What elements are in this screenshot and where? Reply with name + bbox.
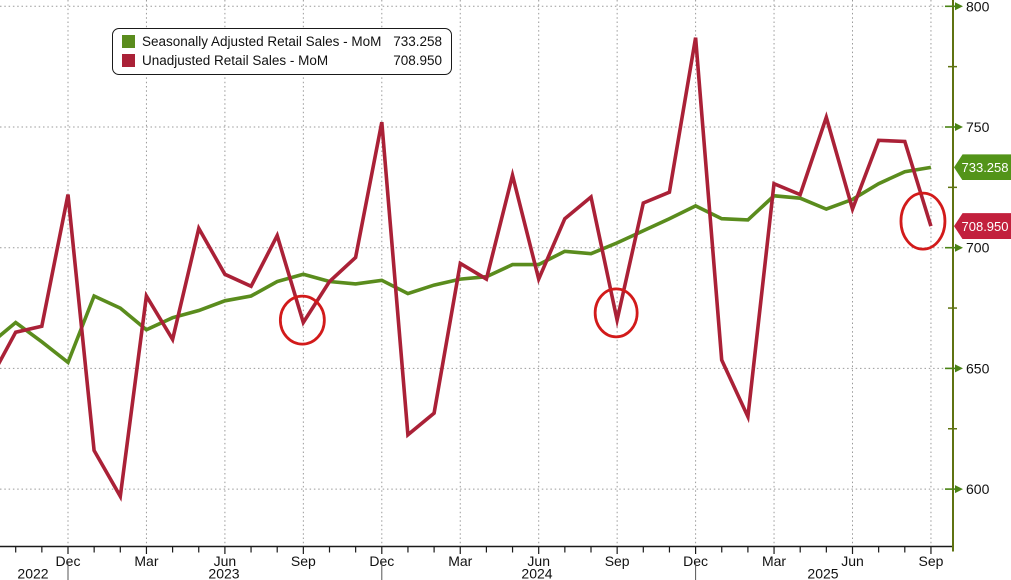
y-tick-arrowhead xyxy=(955,364,963,373)
legend-label: Unadjusted Retail Sales - MoM xyxy=(142,53,329,68)
last-value-tag-unadjusted: 708.950 xyxy=(954,213,1011,240)
annotation-circle xyxy=(899,191,947,251)
x-axis-label: Mar xyxy=(134,553,158,569)
x-axis-year-label: 2022 xyxy=(17,566,48,580)
y-tick-arrowhead xyxy=(955,243,963,252)
x-axis-label: Mar xyxy=(448,553,472,569)
x-axis-year-label: 2024 xyxy=(521,566,552,580)
legend-label: Seasonally Adjusted Retail Sales - MoM xyxy=(142,34,382,49)
x-axis-label: Mar xyxy=(762,553,786,569)
legend: Seasonally Adjusted Retail Sales - MoM 7… xyxy=(112,28,452,75)
y-axis-label: 700 xyxy=(966,240,990,256)
x-axis-label: Sep xyxy=(918,553,943,569)
x-axis-label: Dec xyxy=(56,553,81,569)
x-axis-label: Jun xyxy=(527,553,550,569)
series-line-unadjusted xyxy=(0,37,933,502)
legend-entry-seasonally-adjusted: Seasonally Adjusted Retail Sales - MoM 7… xyxy=(122,32,442,51)
legend-entry-unadjusted: Unadjusted Retail Sales - MoM 708.950 xyxy=(122,51,442,70)
last-value-tag-seasonally-adjusted: 733.258 xyxy=(954,154,1011,181)
y-axis-label: 600 xyxy=(966,481,990,497)
legend-swatch-red xyxy=(122,54,135,67)
x-axis-label: Dec xyxy=(683,553,708,569)
y-tick-arrowhead xyxy=(955,2,963,11)
x-axis-label: Jun xyxy=(214,553,237,569)
x-axis-label: Dec xyxy=(369,553,394,569)
y-axis-label: 800 xyxy=(966,0,990,14)
y-tick-arrowhead xyxy=(955,485,963,494)
y-tick-arrowhead xyxy=(955,123,963,131)
annotation-circle xyxy=(278,294,326,346)
x-axis-label: Sep xyxy=(291,553,316,569)
x-axis-label: Jun xyxy=(841,553,864,569)
x-axis-label: Sep xyxy=(605,553,630,569)
annotation-circle xyxy=(593,287,639,339)
y-axis-label: 750 xyxy=(966,119,990,135)
legend-value: 708.950 xyxy=(393,53,442,68)
x-axis-year-label: 2025 xyxy=(807,566,838,580)
y-axis-label: 650 xyxy=(966,360,990,376)
legend-swatch-green xyxy=(122,35,135,48)
legend-value: 733.258 xyxy=(393,34,442,49)
x-axis-year-label: 2023 xyxy=(208,566,239,580)
